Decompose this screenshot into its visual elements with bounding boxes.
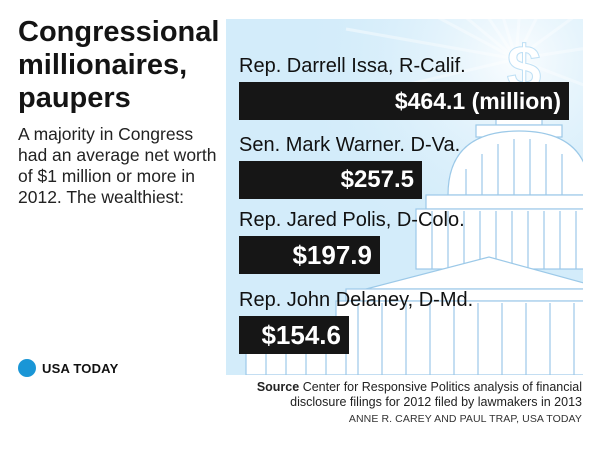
rep-name-label: Rep. John Delaney, D-Md. bbox=[239, 289, 474, 311]
value-label: $257.5 bbox=[340, 166, 414, 193]
value-bar bbox=[239, 236, 380, 274]
rep-name-label: Sen. Mark Warner. D-Va. bbox=[239, 134, 461, 156]
value-bar bbox=[239, 82, 569, 120]
chart-panel: $ bbox=[226, 19, 583, 375]
value-label: $464.1 (million) bbox=[394, 88, 561, 114]
value-bar bbox=[239, 316, 349, 354]
intro-text: A majority in Congress had an average ne… bbox=[18, 124, 217, 207]
usa-today-logo: USA TODAY bbox=[18, 358, 118, 378]
rep-name-label: Rep. Darrell Issa, R-Calif. bbox=[239, 55, 466, 77]
rep-name-label: Rep. Jared Polis, D-Colo. bbox=[239, 209, 465, 231]
infographic-title: Congressional millionaires, paupers bbox=[18, 16, 220, 114]
source-text: Center for Responsive Politics analysis … bbox=[290, 380, 582, 409]
source-note: Source Center for Responsive Politics an… bbox=[200, 380, 582, 410]
usa-today-dot-icon bbox=[18, 359, 36, 377]
value-bar bbox=[239, 161, 422, 199]
value-label: $154.6 bbox=[261, 320, 341, 350]
value-label: $197.9 bbox=[292, 240, 372, 270]
logo-text: USA TODAY bbox=[42, 360, 119, 376]
credit-line: ANNE R. CAREY AND PAUL TRAP, USA TODAY bbox=[348, 413, 582, 425]
source-label: Source bbox=[256, 380, 300, 394]
